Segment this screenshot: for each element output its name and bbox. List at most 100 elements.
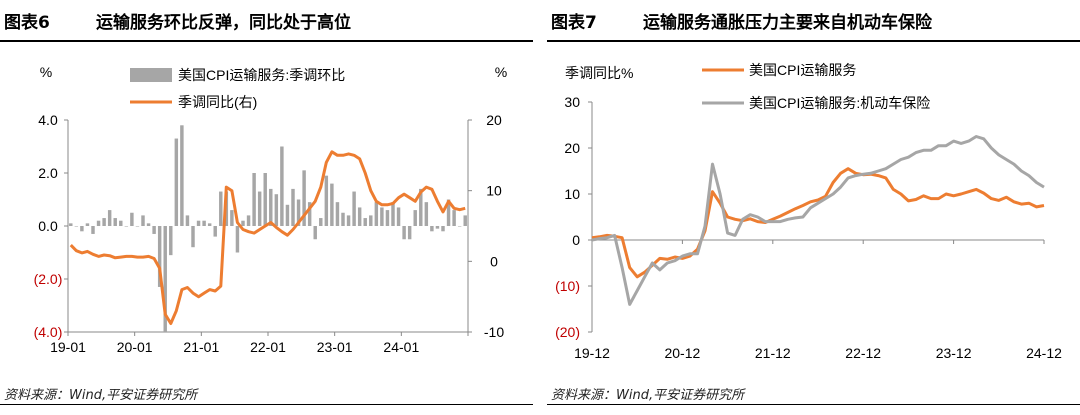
y-axis-unit: 季调同比% — [565, 65, 633, 81]
source-note: 资料来源：Wind,平安证券研究所 — [4, 388, 198, 403]
chart-title: 运输服务通胀压力主要来自机动车保险 — [643, 12, 932, 33]
source-note: 资料来源：Wind,平安证券研究所 — [551, 388, 745, 403]
bar — [207, 223, 212, 226]
bar — [430, 226, 434, 232]
chart-panel-left: 图表6 运输服务环比反弹，同比处于高位 %% 4.0 2.0 0.0 (2.0) (4.0… — [0, 0, 533, 415]
bar — [419, 188, 423, 226]
legend-swatch-bar — [130, 68, 172, 82]
bar — [80, 226, 84, 232]
bar — [341, 212, 345, 226]
legend-label-bar: 美国CPI运输服务:季调环比 — [178, 67, 345, 83]
bar — [374, 202, 379, 226]
chart-panel-right: 图表7 运输服务通胀压力主要来自机动车保险 季调同比% 30 20 10 0 (10) (2… — [547, 0, 1080, 415]
bar — [191, 226, 195, 248]
left-tick-label: 0.0 — [38, 218, 58, 234]
bar — [113, 218, 117, 226]
bar — [452, 210, 456, 226]
bar — [402, 226, 406, 240]
bar — [202, 220, 206, 226]
x-tick-label: 19-12 — [574, 345, 610, 361]
left-tick-label: 2.0 — [38, 165, 58, 181]
bar — [413, 210, 417, 226]
bar — [135, 226, 140, 227]
x-tick-label: 22-12 — [845, 345, 881, 361]
x-tick-label: 21-01 — [183, 339, 219, 355]
bar — [335, 202, 340, 226]
figure-number: 图表6 — [4, 12, 50, 33]
y-tick-label: 30 — [564, 94, 580, 110]
bar — [407, 226, 412, 240]
bar — [152, 226, 156, 234]
right-tick-label: 10 — [486, 183, 502, 199]
x-tick-label: 20-01 — [117, 339, 153, 355]
bar — [235, 226, 240, 253]
bar — [385, 210, 390, 226]
right-tick-label: 20 — [486, 112, 502, 128]
right-tick-label: 0 — [490, 253, 498, 269]
x-tick-label: 24-01 — [383, 339, 419, 355]
footer-rule — [547, 404, 1080, 405]
bar — [157, 226, 162, 287]
bar — [352, 191, 356, 226]
bar — [313, 226, 317, 240]
bar — [130, 212, 134, 226]
bar — [141, 215, 145, 226]
bar — [102, 218, 106, 226]
title-bar: 图表6 运输服务环比反弹，同比处于高位 — [0, 0, 533, 42]
bar — [396, 207, 401, 226]
bar — [446, 199, 451, 226]
left-tick-label: (2.0) — [34, 271, 63, 287]
yoy-line — [69, 150, 466, 325]
bar — [307, 202, 312, 226]
bar — [291, 188, 295, 226]
bar — [96, 220, 101, 226]
legend-label: 美国CPI运输服务:机动车保险 — [749, 95, 930, 111]
left-axis-unit: % — [40, 64, 52, 80]
y-tick-label: 10 — [564, 186, 580, 202]
bar — [296, 199, 301, 226]
right-axis-unit: % — [495, 64, 507, 80]
bar — [246, 215, 251, 226]
bar — [463, 215, 467, 226]
bar — [274, 194, 279, 226]
bar — [302, 170, 306, 226]
bar — [241, 220, 245, 226]
bar — [74, 226, 79, 227]
bar — [391, 202, 395, 226]
footer-rule — [0, 404, 533, 405]
bar — [424, 202, 429, 226]
bar — [324, 175, 329, 226]
x-tick-label: 24-12 — [1026, 345, 1062, 361]
series-line — [591, 167, 1045, 279]
legend-label-line: 季调同比(右) — [178, 94, 257, 110]
bar — [213, 226, 217, 237]
bar-line-chart: % % 4.0 2.0 0.0 (2.0) (4.0) 20 10 0 -10 19-01 20-01 2… — [34, 64, 508, 355]
series-line — [591, 135, 1045, 306]
x-tick-label: 19-01 — [50, 339, 86, 355]
bar — [91, 226, 95, 234]
bar — [119, 220, 123, 226]
bar — [85, 223, 90, 226]
left-tick-label: 4.0 — [38, 112, 58, 128]
bar — [280, 146, 284, 226]
bar — [174, 138, 179, 226]
bar — [269, 188, 273, 226]
bar — [363, 218, 367, 226]
bar — [252, 173, 256, 226]
figure-number: 图表7 — [551, 12, 597, 33]
y-tick-label: (10) — [555, 278, 580, 294]
bar — [330, 183, 334, 226]
bar — [380, 207, 384, 226]
bar — [124, 226, 129, 227]
bar — [69, 223, 73, 226]
bar — [219, 191, 223, 226]
bar — [346, 215, 351, 226]
bar — [441, 226, 445, 232]
bar — [185, 215, 190, 226]
title-bar: 图表7 运输服务通胀压力主要来自机动车保险 — [547, 0, 1080, 42]
y-tick-label: 0 — [572, 232, 580, 248]
bar — [169, 226, 173, 256]
bar — [285, 204, 290, 226]
bar — [319, 218, 323, 226]
bar — [230, 210, 234, 226]
